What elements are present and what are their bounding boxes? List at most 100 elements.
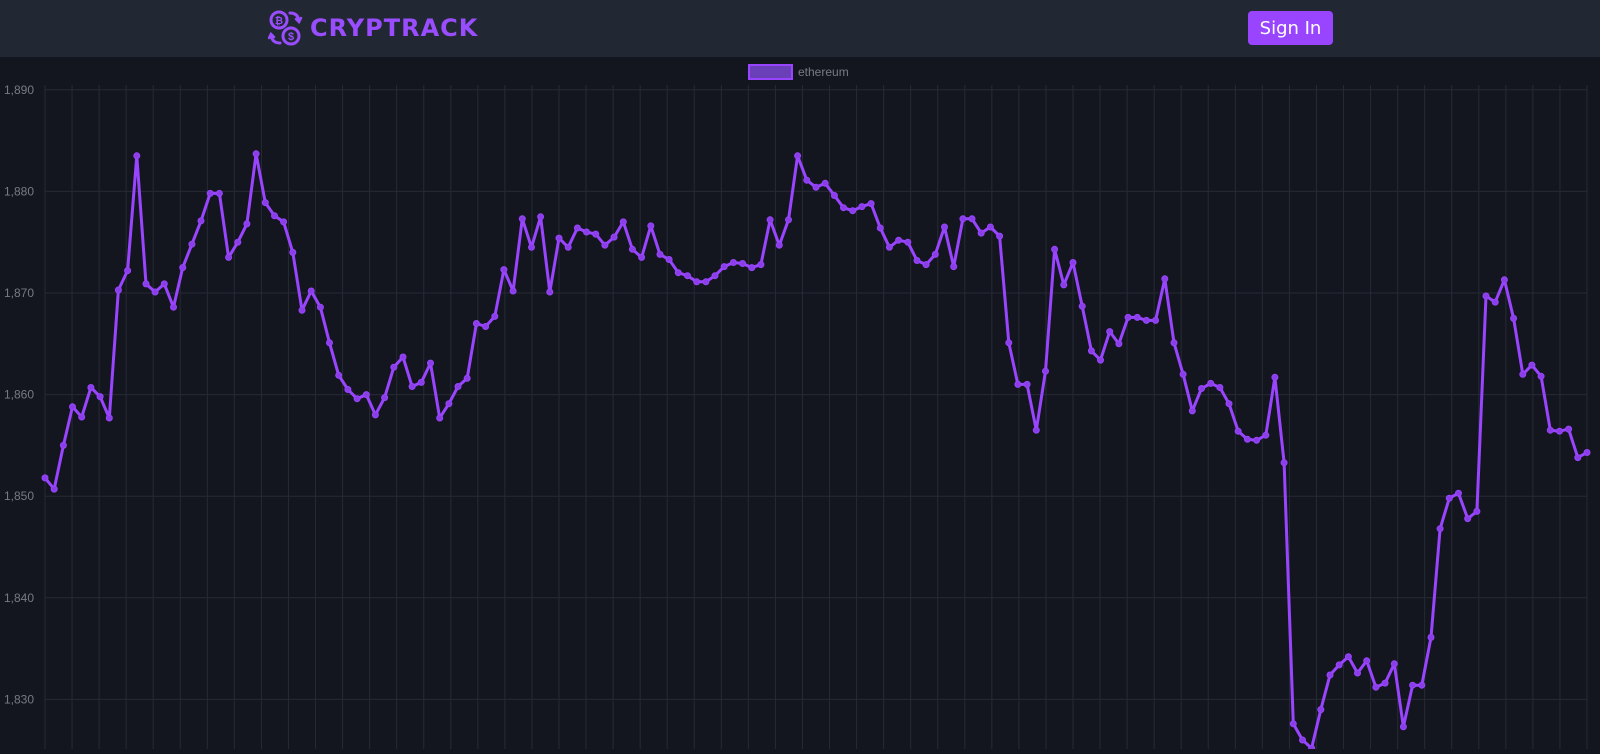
data-point[interactable] (509, 287, 517, 295)
data-point[interactable] (1023, 380, 1031, 388)
data-point[interactable] (243, 220, 251, 228)
data-point[interactable] (151, 288, 159, 296)
data-point[interactable] (1372, 683, 1380, 691)
data-point[interactable] (950, 263, 958, 271)
data-point[interactable] (555, 234, 563, 242)
data-point[interactable] (225, 253, 233, 261)
data-point[interactable] (500, 266, 508, 274)
data-point[interactable] (592, 230, 600, 238)
data-point[interactable] (335, 371, 343, 379)
data-point[interactable] (840, 204, 847, 212)
data-point[interactable] (1005, 339, 1013, 347)
data-point[interactable] (289, 248, 297, 256)
data-point[interactable] (1317, 706, 1325, 714)
data-point[interactable] (1161, 275, 1169, 283)
data-point[interactable] (472, 320, 480, 327)
data-point[interactable] (114, 286, 122, 294)
data-point[interactable] (922, 261, 930, 269)
data-point[interactable] (775, 241, 783, 249)
data-point[interactable] (757, 261, 765, 269)
data-point[interactable] (1234, 427, 1242, 435)
data-point[interactable] (344, 386, 352, 393)
data-point[interactable] (1390, 660, 1398, 668)
data-point[interactable] (830, 192, 838, 199)
data-point[interactable] (326, 339, 333, 347)
data-point[interactable] (1519, 370, 1527, 378)
data-point[interactable] (197, 217, 205, 225)
data-point[interactable] (1216, 384, 1224, 391)
data-point[interactable] (1556, 427, 1563, 435)
data-point[interactable] (50, 485, 58, 493)
data-point[interactable] (316, 303, 324, 311)
data-point[interactable] (1482, 292, 1490, 300)
data-point[interactable] (619, 218, 627, 226)
data-point[interactable] (1510, 314, 1518, 322)
data-point[interactable] (1455, 489, 1462, 497)
data-point[interactable] (1326, 671, 1334, 679)
data-point[interactable] (1299, 736, 1306, 744)
data-point[interactable] (941, 223, 948, 231)
data-point[interactable] (583, 228, 590, 236)
data-point[interactable] (537, 213, 545, 221)
data-point[interactable] (729, 259, 737, 266)
data-point[interactable] (931, 250, 939, 258)
data-point[interactable] (628, 245, 636, 253)
data-point[interactable] (1308, 744, 1316, 752)
data-point[interactable] (1170, 339, 1178, 347)
data-point[interactable] (69, 403, 76, 411)
data-point[interactable] (280, 218, 288, 226)
data-point[interactable] (87, 384, 95, 391)
data-point[interactable] (1528, 361, 1536, 369)
data-point[interactable] (417, 378, 425, 386)
data-point[interactable] (1188, 407, 1196, 415)
data-point[interactable] (1354, 669, 1361, 677)
data-point[interactable] (491, 312, 499, 320)
data-point[interactable] (78, 413, 86, 421)
data-point[interactable] (1042, 367, 1049, 375)
data-point[interactable] (1142, 316, 1150, 324)
data-point[interactable] (1381, 679, 1389, 687)
data-point[interactable] (1106, 328, 1114, 336)
data-point[interactable] (665, 256, 673, 263)
data-point[interactable] (1344, 653, 1352, 661)
data-point[interactable] (271, 212, 278, 220)
data-point[interactable] (564, 243, 572, 251)
data-point[interactable] (142, 280, 150, 288)
data-point[interactable] (1179, 370, 1187, 378)
data-point[interactable] (1500, 276, 1508, 284)
data-point[interactable] (913, 257, 921, 264)
data-point[interactable] (41, 474, 49, 482)
data-point[interactable] (353, 395, 361, 403)
data-point[interactable] (1253, 436, 1261, 444)
data-point[interactable] (1032, 426, 1040, 434)
data-point[interactable] (298, 306, 306, 314)
data-point[interactable] (638, 253, 646, 261)
data-point[interactable] (986, 223, 994, 231)
data-point[interactable] (959, 215, 967, 223)
data-point[interactable] (1537, 372, 1545, 380)
data-point[interactable] (1464, 515, 1472, 523)
data-point[interactable] (904, 238, 912, 246)
data-point[interactable] (684, 272, 691, 280)
data-point[interactable] (610, 233, 618, 241)
data-point[interactable] (1271, 373, 1279, 381)
data-point[interactable] (463, 374, 471, 382)
data-point[interactable] (1152, 316, 1160, 324)
data-point[interactable] (362, 391, 370, 399)
data-point[interactable] (656, 250, 664, 258)
data-point[interactable] (1207, 379, 1215, 387)
data-point[interactable] (170, 303, 177, 311)
data-point[interactable] (601, 241, 609, 249)
data-point[interactable] (1418, 681, 1426, 689)
data-point[interactable] (381, 394, 389, 402)
data-point[interactable] (573, 224, 581, 232)
data-point[interactable] (766, 216, 774, 224)
data-point[interactable] (876, 224, 884, 232)
data-point[interactable] (188, 240, 196, 248)
data-point[interactable] (261, 199, 269, 207)
data-point[interactable] (179, 264, 187, 272)
data-point[interactable] (1225, 400, 1233, 408)
data-point[interactable] (867, 200, 875, 208)
data-point[interactable] (1262, 431, 1270, 439)
data-point[interactable] (1060, 281, 1068, 289)
